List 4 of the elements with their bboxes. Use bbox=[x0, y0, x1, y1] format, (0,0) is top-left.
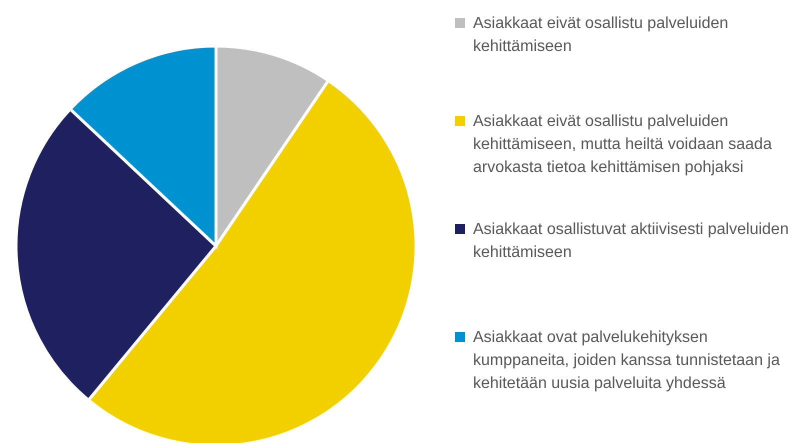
legend-label: Asiakkaat ovat palvelukehityksen kumppaneita, joiden kanssa tunnistetaan ja kehitetään uusia palveluita yhdessä bbox=[473, 328, 781, 394]
legend-label: Asiakkaat osallistuvat aktiivisesti palveluiden kehittämiseen bbox=[473, 220, 790, 263]
legend-label: Asiakkaat eivät osallistu palveluiden kehittämiseen, mutta heiltä voidaan saada arvokasta tietoa kehittämisen pohjaksi bbox=[473, 112, 773, 178]
legend-label: Asiakkaat eivät osallistu palveluiden kehittämiseen bbox=[473, 14, 730, 57]
